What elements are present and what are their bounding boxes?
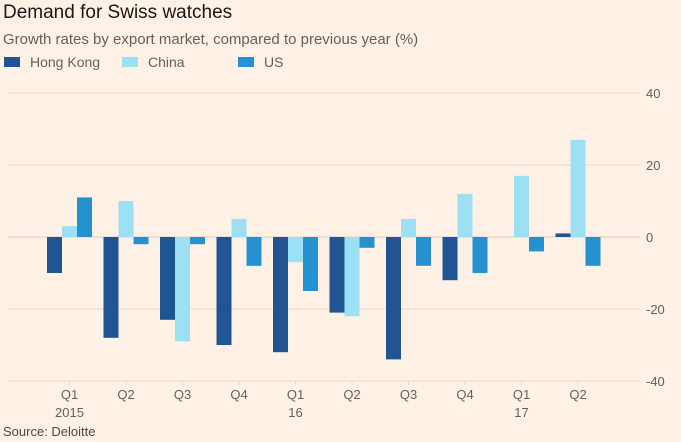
legend-swatch-china [122, 57, 138, 67]
chart-subtitle: Growth rates by export market, compared … [3, 31, 419, 48]
bar-china [288, 237, 303, 263]
bar-china [344, 237, 360, 317]
y-tick-label: -20 [646, 302, 665, 317]
bar-hong-kong [216, 237, 232, 345]
bar-hong-kong [442, 237, 458, 281]
x-tick-label: Q2 [117, 387, 134, 402]
bar-us [585, 237, 601, 266]
legend-label-hong-kong: Hong Kong [30, 54, 101, 70]
x-tick-label-year: 17 [514, 405, 528, 420]
x-tick-label-year: 2015 [55, 405, 84, 420]
bar-china [401, 219, 416, 237]
bar-china [457, 193, 473, 237]
bar-hong-kong [386, 237, 401, 360]
x-tick-label-year: 16 [288, 405, 302, 420]
bar-china [514, 175, 529, 237]
y-axis: 40 20 0 -20 -40 [646, 86, 665, 389]
bar-us [133, 237, 149, 245]
x-tick-label: Q4 [456, 387, 473, 402]
bar-us [472, 237, 488, 273]
y-tick-label: 40 [646, 86, 660, 101]
bar-hong-kong [555, 233, 571, 237]
bar-china [231, 219, 247, 237]
legend-item-hong-kong: Hong Kong [4, 54, 100, 70]
bar-china [62, 226, 77, 237]
bar-hong-kong [103, 237, 119, 338]
bar-us [77, 197, 92, 237]
x-axis: Q1 2015 Q2 Q3 Q4 Q1 16 Q2 Q3 Q4 Q1 17 Q2 [55, 381, 587, 420]
y-tick-label: -40 [646, 374, 665, 389]
legend-item-us: US [238, 54, 283, 70]
gridlines [8, 92, 640, 382]
x-tick-label: Q3 [400, 387, 417, 402]
bar-us [529, 237, 544, 252]
bar-us [359, 237, 375, 248]
legend-label-us: US [264, 54, 284, 70]
bar-hong-kong [47, 237, 62, 273]
x-tick-label: Q3 [174, 387, 191, 402]
bar-us [416, 237, 431, 266]
x-tick-label: Q1 [287, 387, 304, 402]
bar-china [118, 201, 134, 237]
x-tick-label: Q1 [61, 387, 78, 402]
legend-swatch-hong-kong [4, 57, 20, 67]
x-tick-label: Q2 [343, 387, 360, 402]
bar-hong-kong [329, 237, 345, 313]
legend-label-china: China [148, 54, 185, 70]
legend-item-china: China [122, 54, 185, 70]
bar-hong-kong [160, 237, 175, 320]
chart-title: Demand for Swiss watches [3, 2, 233, 23]
bar-us [303, 237, 318, 291]
x-tick-label: Q4 [230, 387, 247, 402]
x-tick-label: Q2 [569, 387, 586, 402]
y-tick-label: 0 [646, 230, 653, 245]
y-tick-label: 20 [646, 158, 660, 173]
bar-us [190, 237, 205, 245]
bar-hong-kong [273, 237, 288, 353]
bar-china [570, 139, 586, 237]
bars [47, 139, 601, 360]
bar-us [246, 237, 262, 266]
bar-china [175, 237, 190, 342]
x-tick-label: Q1 [513, 387, 530, 402]
source-note: Source: Deloitte [3, 424, 96, 439]
legend-swatch-us [238, 57, 254, 67]
